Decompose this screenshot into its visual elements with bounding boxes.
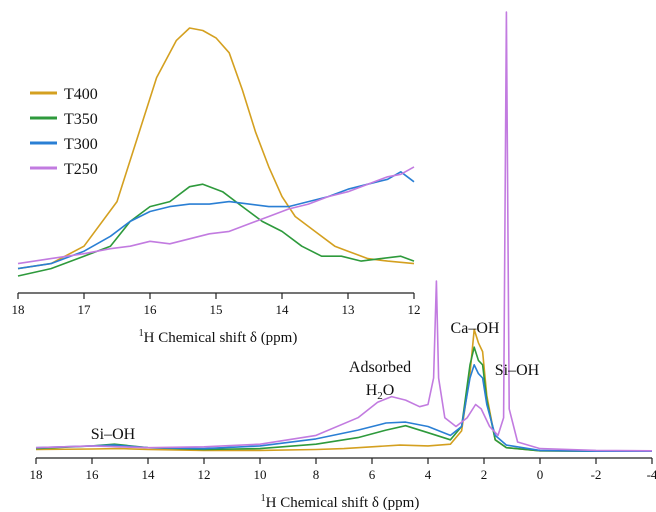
main-tick-label-8: 2 xyxy=(481,467,488,482)
main-x-axis-label-sup: 1 xyxy=(261,493,266,504)
inset-x-axis-label-text: H Chemical shift δ (ppm) xyxy=(144,330,298,346)
inset-background xyxy=(16,10,420,292)
main-tick-label-4: 10 xyxy=(254,467,267,482)
inset-series-t400 xyxy=(17,27,415,270)
inset-tick-label-0: 18 xyxy=(12,302,25,317)
main-tick-label-11: -4 xyxy=(647,467,656,482)
legend: T400 T350 T300 T250 xyxy=(30,86,98,178)
inset-x-axis-ticks: 18 17 16 15 14 13 12 xyxy=(12,293,421,317)
inset-series-lines xyxy=(17,27,415,277)
main-x-axis-label: 1H Chemical shift δ (ppm) xyxy=(261,493,420,511)
inset-x-axis-label: 1H Chemical shift δ (ppm) xyxy=(139,328,298,346)
main-spectrum-panel: 18 16 14 12 10 8 6 4 2 0 -2 -4 1H Chemical shift δ … xyxy=(30,11,656,511)
main-tick-label-3: 12 xyxy=(198,467,211,482)
annotation-si-oh-right: Si–OH xyxy=(495,362,540,379)
annotation-h2o: H2O xyxy=(366,382,395,402)
main-series-t300 xyxy=(35,364,652,452)
annotation-si-oh-left: Si–OH xyxy=(91,426,136,443)
inset-x-axis-label-sup: 1 xyxy=(139,328,144,339)
main-x-axis-ticks: 18 16 14 12 10 8 6 4 2 0 -2 -4 xyxy=(30,458,656,482)
main-tick-label-1: 16 xyxy=(86,467,100,482)
main-tick-label-9: 0 xyxy=(537,467,544,482)
annotation-h2o-sub: 2 xyxy=(377,390,383,402)
inset-tick-label-2: 16 xyxy=(144,302,158,317)
legend-label-t350: T350 xyxy=(64,111,98,128)
inset-tick-label-5: 13 xyxy=(342,302,355,317)
legend-label-t400: T400 xyxy=(64,86,98,103)
inset-tick-label-6: 12 xyxy=(408,302,421,317)
inset-tick-label-3: 15 xyxy=(210,302,223,317)
main-tick-label-6: 6 xyxy=(369,467,376,482)
main-tick-label-0: 18 xyxy=(30,467,43,482)
inset-spectrum-panel: 18 17 16 15 14 13 12 1H Chemical shift δ (ppm)… xyxy=(12,10,421,346)
annotation-h2o-o: O xyxy=(383,382,395,399)
main-tick-label-2: 14 xyxy=(142,467,156,482)
main-tick-label-5: 8 xyxy=(313,467,320,482)
inset-tick-label-1: 17 xyxy=(78,302,92,317)
legend-label-t250: T250 xyxy=(64,161,98,178)
annotation-h2o-h: H xyxy=(366,382,378,399)
main-x-axis-label-text: H Chemical shift δ (ppm) xyxy=(266,495,420,511)
inset-tick-label-4: 14 xyxy=(276,302,290,317)
inset-series-t250 xyxy=(17,166,415,265)
annotation-ca-oh: Ca–OH xyxy=(451,320,500,337)
legend-label-t300: T300 xyxy=(64,136,98,153)
main-tick-label-10: -2 xyxy=(591,467,602,482)
main-series-t250 xyxy=(35,11,653,452)
main-tick-label-7: 4 xyxy=(425,467,432,482)
annotation-adsorbed: Adsorbed xyxy=(349,359,411,376)
main-series-lines xyxy=(35,11,653,452)
inset-series-t350 xyxy=(17,183,415,277)
